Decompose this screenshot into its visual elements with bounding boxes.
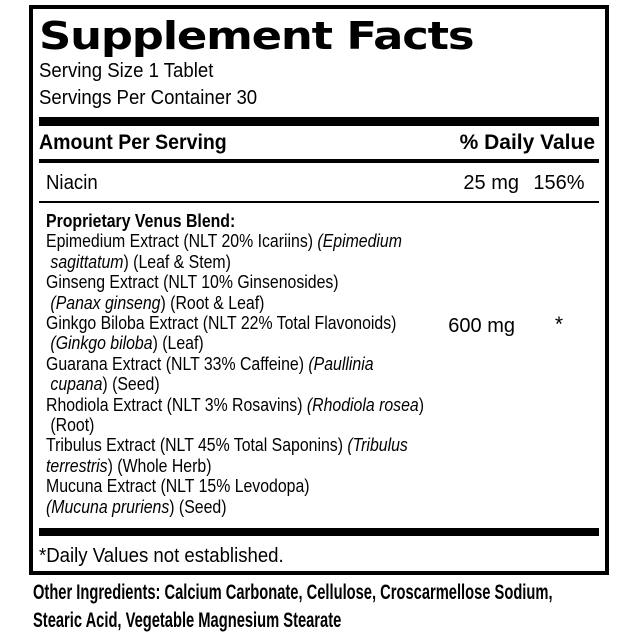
nutrient-row-niacin: Niacin 25 mg 156%	[39, 163, 599, 201]
blend-line: Ginseng Extract (NLT 10% Ginsenosides)	[46, 272, 339, 293]
blend-line: (Root)	[46, 415, 95, 436]
nutrient-rule	[39, 201, 599, 203]
blend-line: cupana) (Seed)	[50, 374, 160, 395]
column-header-row: Amount Per Serving % Daily Value	[39, 130, 599, 156]
blend-dv-asterisk: *	[554, 313, 564, 336]
blend-line: (Mucuna pruriens) (Seed)	[46, 496, 227, 517]
servings-per-container: Servings Per Container 30	[39, 85, 599, 112]
panel-title: Supplement Facts	[39, 14, 475, 58]
other-ingredients-line: Other Ingredients: Calcium Carbonate, Ce…	[33, 581, 553, 604]
nutrient-name: Niacin	[46, 172, 98, 194]
other-ingredients: Other Ingredients: Calcium Carbonate, Ce…	[33, 579, 640, 634]
servings-per-container-text: Servings Per Container 30	[39, 87, 258, 109]
blend-amount: 600 mg	[448, 315, 515, 337]
blend-line: (Panax ginseng) (Root & Leaf)	[50, 292, 265, 313]
blend-line: (Ginkgo biloba) (Leaf)	[50, 333, 204, 354]
blend-line: Epimedium Extract (NLT 20% Icariins) (Ep…	[46, 231, 402, 252]
header-rule	[39, 159, 599, 163]
amount-per-serving-header: Amount Per Serving	[39, 131, 227, 154]
thick-divider-bottom	[39, 528, 599, 536]
nutrient-dv: 156%	[533, 172, 585, 194]
thick-divider-top	[39, 117, 599, 126]
footnote: *Daily Values not established.	[39, 536, 599, 569]
serving-size: Serving Size 1 Tablet	[39, 58, 599, 85]
blend-line: Rhodiola Extract (NLT 3% Rosavins) (Rhod…	[46, 394, 424, 415]
blend-line: Proprietary Venus Blend:	[46, 211, 236, 231]
blend-lines: Proprietary Venus Blend: Epimedium Extrac…	[46, 211, 605, 517]
blend-line: Mucuna Extract (NLT 15% Levodopa)	[46, 476, 310, 497]
blend-line: sagittatum) (Leaf & Stem)	[50, 251, 231, 272]
supplement-facts-panel: Supplement Facts Serving Size 1 Tablet S…	[29, 5, 609, 575]
daily-value-header: % Daily Value	[459, 131, 595, 154]
blend-line: terrestris) (Whole Herb)	[46, 455, 212, 476]
other-ingredients-line: Stearic Acid, Vegetable Magnesium Steara…	[33, 608, 342, 632]
thick-divider-bottom-wrap	[39, 528, 599, 536]
nutrient-amount: 25 mg	[463, 172, 519, 194]
blend-line: Tribulus Extract (NLT 45% Total Saponins…	[46, 435, 408, 456]
serving-size-text: Serving Size 1 Tablet	[39, 60, 214, 82]
footnote-text: *Daily Values not established.	[39, 545, 284, 567]
proprietary-blend-section: Proprietary Venus Blend: Epimedium Extrac…	[39, 203, 599, 517]
blend-line: Guarana Extract (NLT 33% Caffeine) (Paul…	[46, 353, 374, 374]
blend-line: Ginkgo Biloba Extract (NLT 22% Total Fla…	[46, 313, 397, 334]
